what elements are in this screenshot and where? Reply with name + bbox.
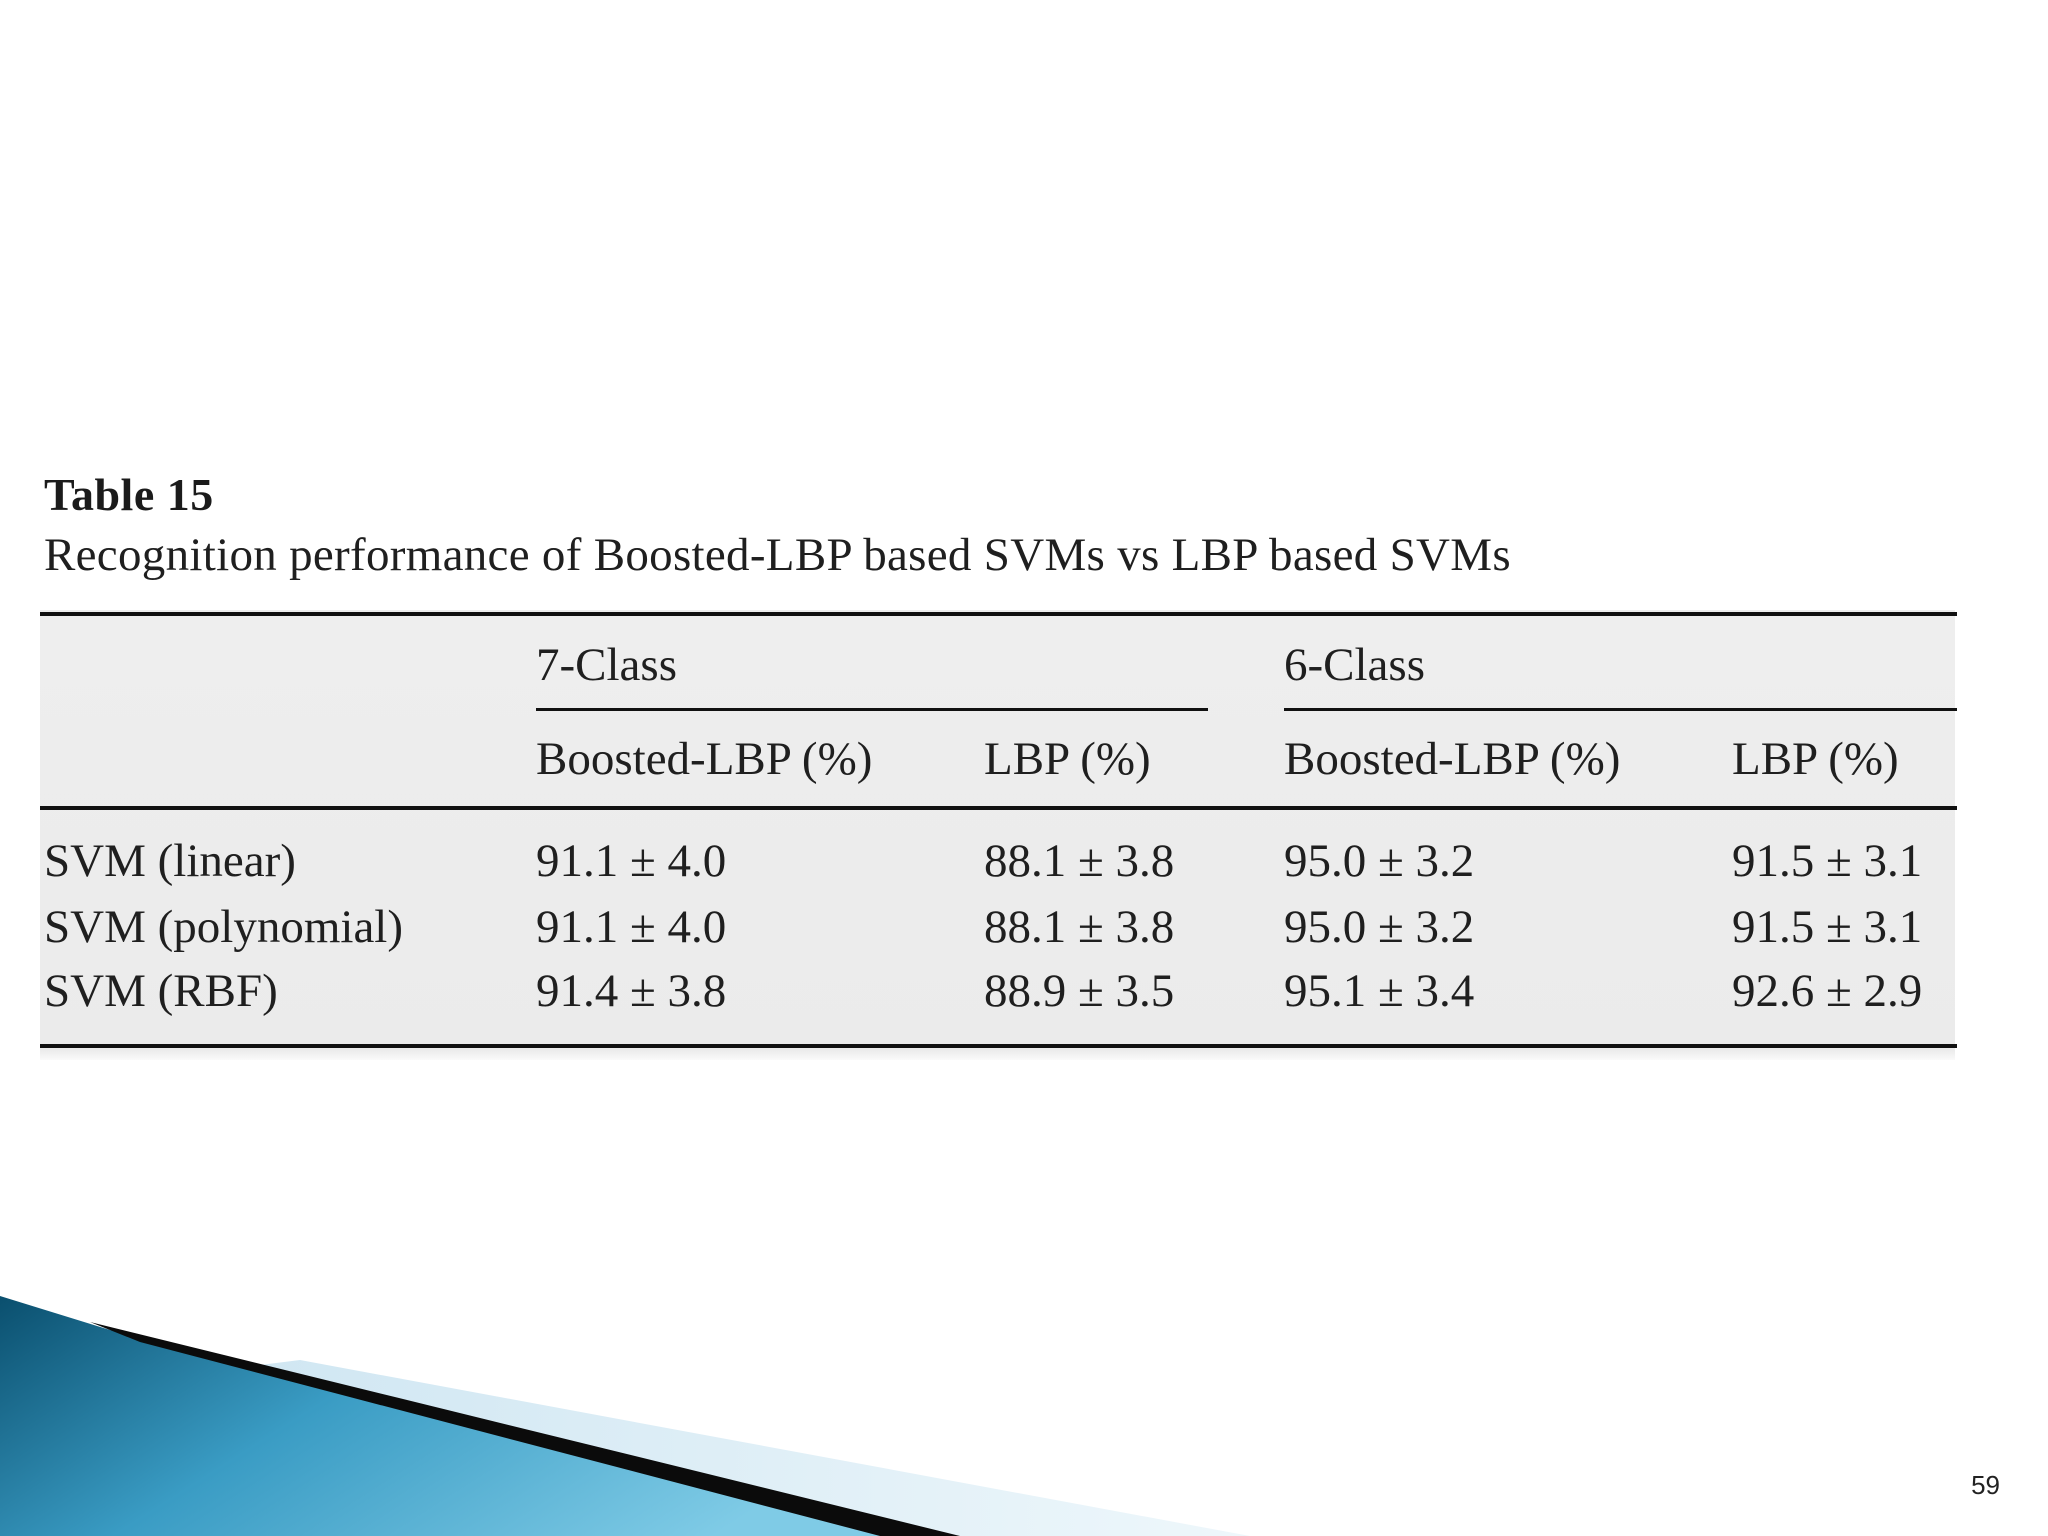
group-header-6-class: 6-Class bbox=[1284, 639, 1425, 691]
table-cell: 91.5 ± 3.1 bbox=[1732, 901, 1923, 953]
table-label: Table 15 bbox=[44, 469, 214, 520]
sub-header-lbp-7: LBP (%) bbox=[984, 733, 1151, 785]
table-cell: 91.5 ± 3.1 bbox=[1732, 835, 1923, 887]
row-label-svm-linear: SVM (linear) bbox=[44, 835, 296, 887]
sub-header-boosted-lbp-7: Boosted-LBP (%) bbox=[536, 733, 873, 785]
table-cell: 88.1 ± 3.8 bbox=[984, 901, 1175, 953]
table-cell: 88.9 ± 3.5 bbox=[984, 965, 1175, 1017]
table-figure: Table 15 Recognition performance of Boos… bbox=[40, 460, 1957, 1060]
table-bottom-rule bbox=[40, 1044, 1957, 1048]
table-cell: 91.1 ± 4.0 bbox=[536, 901, 727, 953]
group-6-class-rule bbox=[1284, 708, 1957, 711]
sub-header-lbp-6: LBP (%) bbox=[1732, 733, 1899, 785]
table-caption: Recognition performance of Boosted-LBP b… bbox=[44, 529, 1511, 581]
page-number: 59 bbox=[1971, 1470, 2000, 1500]
table-cell: 88.1 ± 3.8 bbox=[984, 835, 1175, 887]
table-cell: 95.0 ± 3.2 bbox=[1284, 835, 1475, 887]
group-7-class-rule bbox=[536, 708, 1208, 711]
table-cell: 91.4 ± 3.8 bbox=[536, 965, 727, 1017]
table-top-rule bbox=[40, 612, 1957, 616]
table-cell: 92.6 ± 2.9 bbox=[1732, 965, 1923, 1017]
table-header-rule bbox=[40, 806, 1957, 810]
decorative-swoosh bbox=[0, 1296, 1250, 1536]
table-cell: 91.1 ± 4.0 bbox=[536, 835, 727, 887]
table-cell: 95.1 ± 3.4 bbox=[1284, 965, 1475, 1017]
row-label-svm-rbf: SVM (RBF) bbox=[44, 965, 278, 1017]
table-cell: 95.0 ± 3.2 bbox=[1284, 901, 1475, 953]
row-label-svm-polynomial: SVM (polynomial) bbox=[44, 901, 404, 953]
group-header-7-class: 7-Class bbox=[536, 639, 677, 691]
sub-header-boosted-lbp-6: Boosted-LBP (%) bbox=[1284, 733, 1621, 785]
